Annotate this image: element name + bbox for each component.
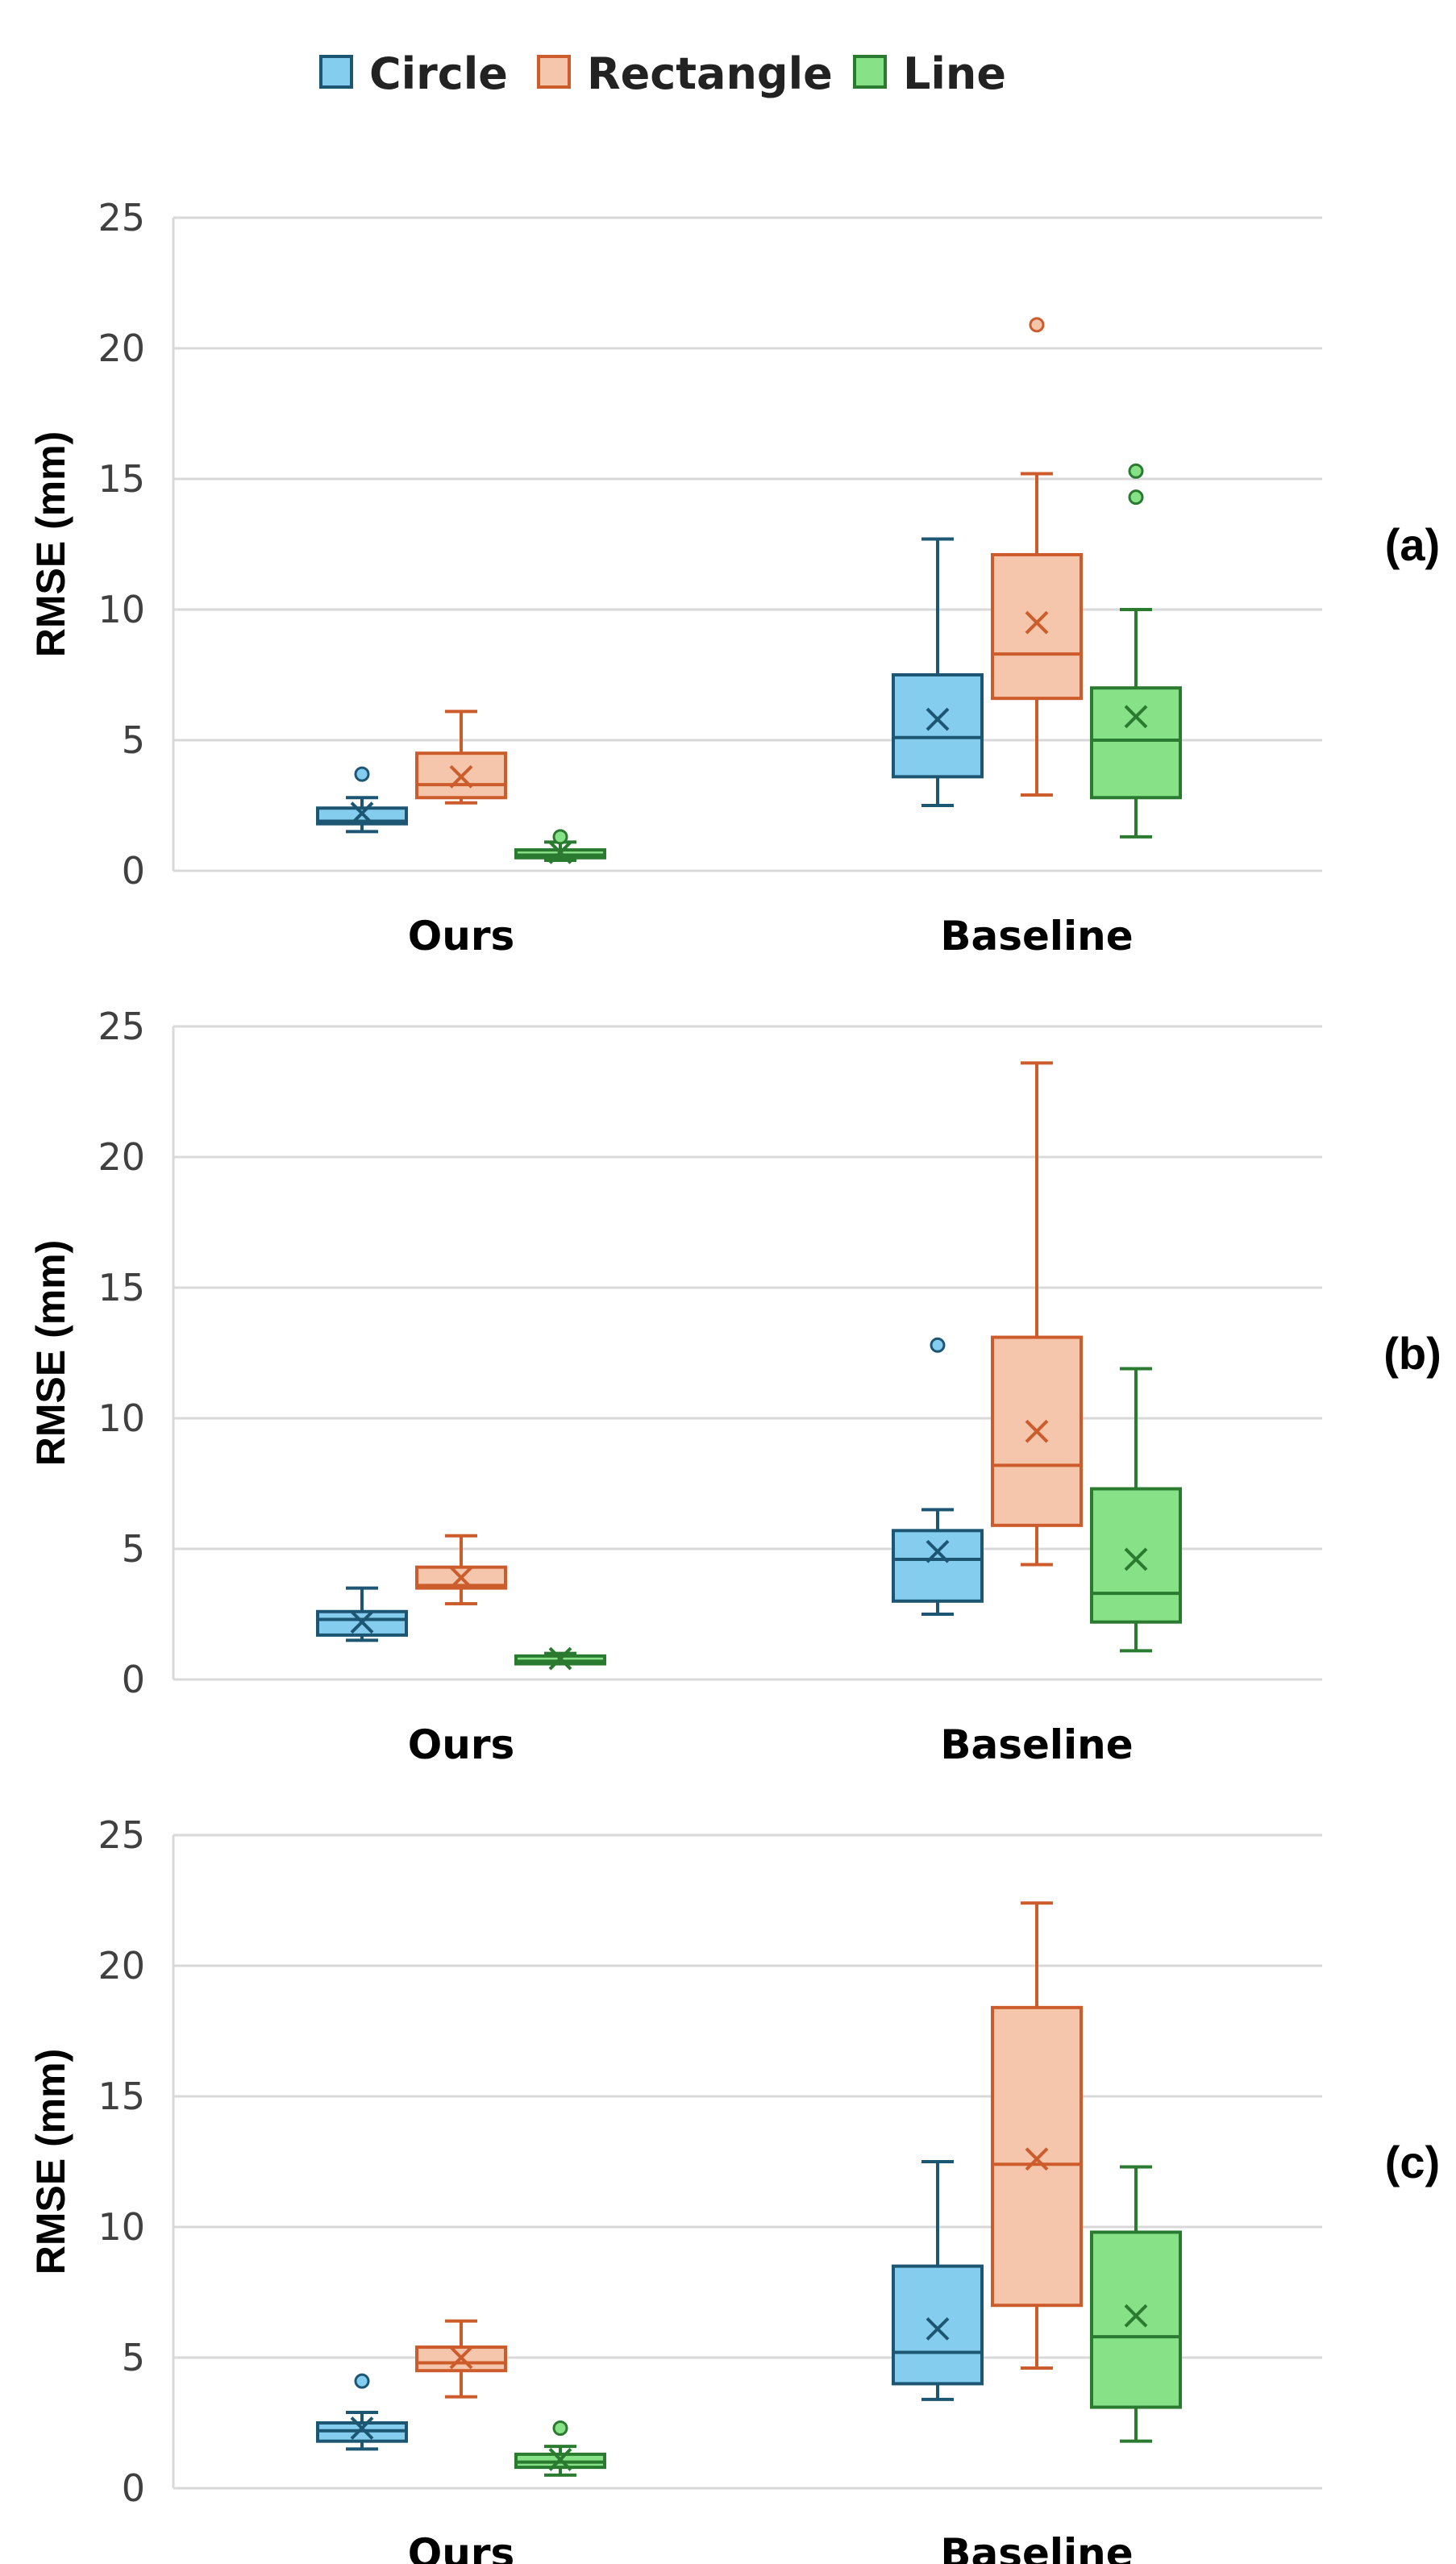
mean-marker [449,764,473,789]
y-tick-label: 25 [98,1813,145,1857]
y-tick-label: 5 [122,1527,145,1571]
y-axis-title: RMSE (mm) [28,1240,73,1467]
y-axis-title: RMSE (mm) [28,2049,73,2275]
y-tick-label: 0 [122,849,145,893]
outlier-point [552,2420,568,2436]
box-rectangle-baseline [991,1901,1083,2370]
box-rectangle-baseline [991,1061,1083,1567]
box-line-ours [514,2420,606,2477]
box-circle-baseline [892,1337,984,1616]
legend: Circle Rectangle Line [319,48,1006,99]
legend-label-line: Line [903,48,1006,99]
y-axis-title: RMSE (mm) [28,431,73,658]
box-rectangle-ours [415,2319,507,2399]
mean-marker [1025,2147,1049,2171]
box-rectangle-baseline [991,317,1083,797]
outlier-point [354,766,370,782]
box-line-baseline [1090,463,1182,839]
iqr-box [1090,686,1182,800]
iqr-box [1090,1487,1182,1624]
y-tick-label: 5 [122,718,145,762]
y-tick-label: 25 [98,1005,145,1048]
mean-marker [926,707,950,731]
box-line-ours [514,829,606,864]
mean-marker [350,801,374,826]
y-tick-label: 25 [98,196,145,239]
iqr-box [415,2345,507,2373]
chart-panels: 0 5 10 15 20 25 RMSE (mm) (a) Ours Baseline 0 5 10 15… [28,196,1441,2564]
outlier-point [930,1337,946,1353]
x-category-label-ours: Ours [408,1721,515,1768]
y-tick-label: 15 [98,457,145,501]
panel-label: (c) [1385,2137,1440,2187]
mean-marker [449,1566,473,1590]
y-tick-label: 5 [122,2336,145,2379]
panel-b: 0 5 10 15 20 25 RMSE (mm) (b) Ours Baseline [28,1005,1441,1768]
mean-marker [350,2416,374,2440]
mean-marker [926,1539,950,1563]
iqr-box [892,673,984,779]
y-tick-label: 10 [98,588,145,631]
legend-swatch-circle [319,55,353,89]
legend-swatch-line [853,55,887,89]
x-category-label-baseline: Baseline [940,1721,1133,1768]
box-rectangle-ours [415,1534,507,1606]
outlier-point [1128,463,1144,479]
box-line-baseline [1090,2165,1182,2443]
mean-marker [548,840,572,864]
box-rectangle-ours [415,710,507,805]
mean-marker [548,2447,572,2471]
x-category-label-ours: Ours [408,913,515,959]
iqr-box [892,2264,984,2386]
box-circle-ours [316,2373,408,2451]
iqr-box [991,2005,1083,2308]
box-circle-ours [316,766,408,834]
panel-a: 0 5 10 15 20 25 RMSE (mm) (a) Ours Baseline [28,196,1440,959]
y-tick-label: 20 [98,1135,145,1179]
x-category-label-ours: Ours [408,2530,515,2564]
mean-marker [1124,705,1148,729]
y-tick-label: 10 [98,2205,145,2249]
box-line-baseline [1090,1367,1182,1653]
mean-marker [1124,1547,1148,1571]
iqr-box [316,1609,408,1637]
y-tick-label: 0 [122,1658,145,1701]
outlier-point [552,829,568,845]
y-tick-label: 15 [98,1266,145,1309]
box-circle-baseline [892,537,984,807]
box-circle-ours [316,1586,408,1642]
x-category-label-baseline: Baseline [940,2530,1133,2564]
mean-marker [1025,610,1049,635]
mean-marker [1025,1419,1049,1443]
iqr-box [991,552,1083,701]
panel-label: (b) [1383,1328,1441,1379]
mean-marker [926,2316,950,2341]
mean-marker [548,1646,572,1671]
mean-marker [350,1610,374,1634]
mean-marker [449,2345,473,2370]
outlier-point [1029,317,1045,333]
y-tick-label: 10 [98,1396,145,1440]
legend-swatch-rectangle [537,55,571,89]
panel-c: 0 5 10 15 20 25 RMSE (mm) (c) Ours Baseline [28,1813,1440,2564]
y-tick-label: 20 [98,1944,145,1988]
panel-label: (a) [1385,519,1440,570]
y-tick-label: 20 [98,327,145,370]
outlier-point [1128,489,1144,506]
y-tick-label: 0 [122,2466,145,2510]
box-circle-baseline [892,2160,984,2401]
y-tick-label: 15 [98,2075,145,2118]
legend-label-circle: Circle [369,48,508,99]
iqr-box [1090,2230,1182,2409]
x-category-label-baseline: Baseline [940,913,1133,959]
iqr-box [892,1529,984,1603]
mean-marker [1124,2304,1148,2328]
legend-label-rectangle: Rectangle [587,48,833,99]
box-line-ours [514,1646,606,1671]
outlier-point [354,2373,370,2389]
